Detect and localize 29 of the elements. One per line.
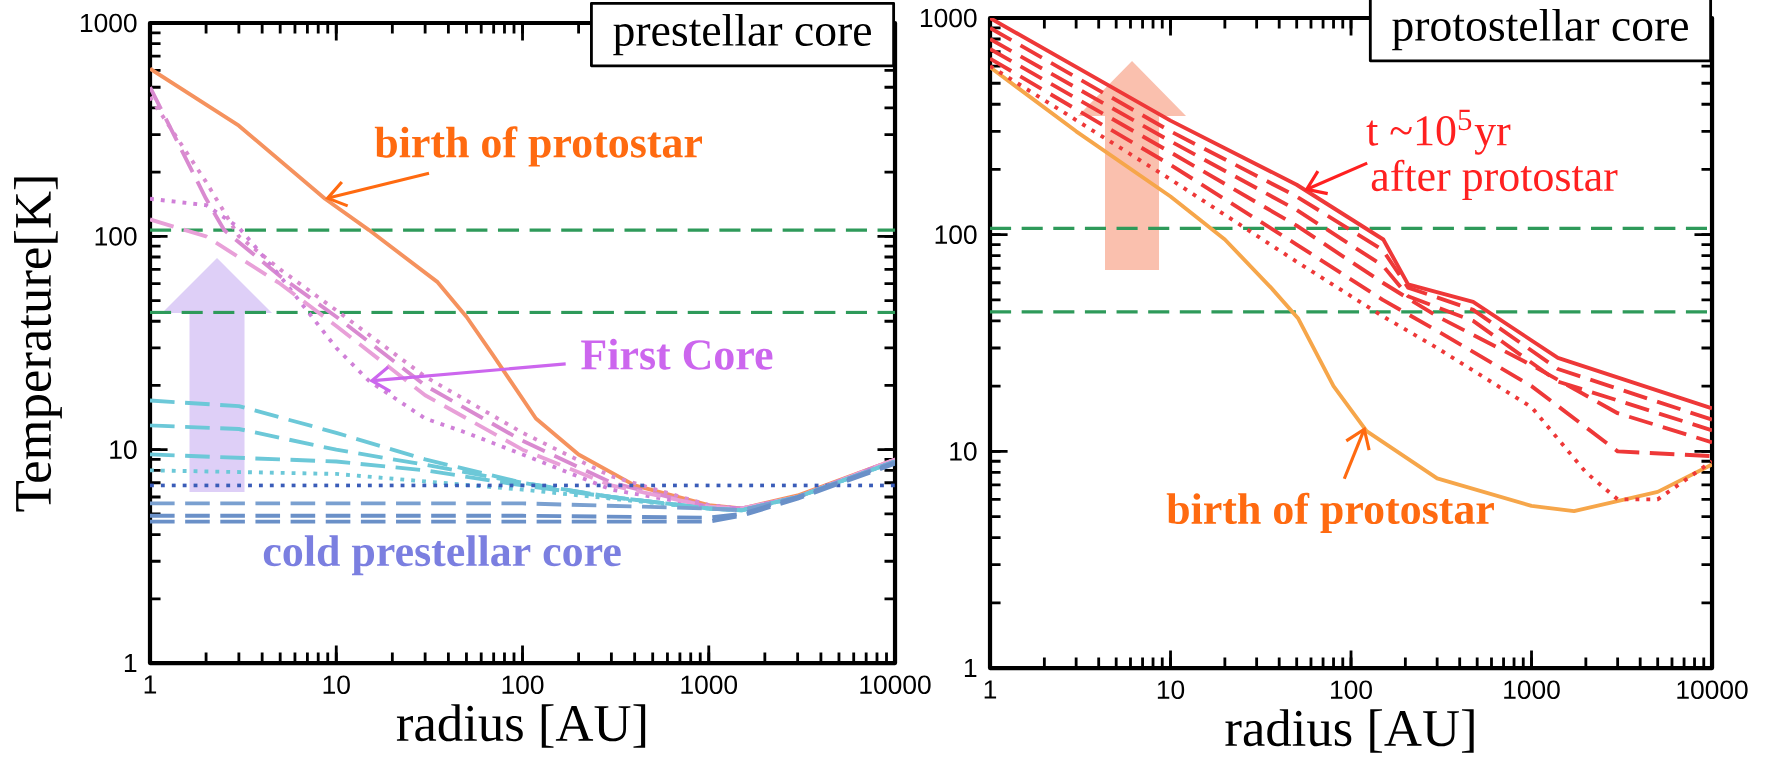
y-tick-label: 10 (110, 440, 137, 460)
annotation: birth of protostar (1166, 492, 1494, 534)
y-tick-label: 100 (935, 225, 977, 245)
x-tick-label: 1 (984, 680, 997, 699)
y-tick-label: 1000 (80, 13, 137, 33)
chart-title: protostellar core (1392, 8, 1688, 51)
annotation: First Core (581, 338, 773, 370)
x-tick-label: 10 (1157, 680, 1185, 700)
y-tick-label: 1000 (920, 8, 977, 28)
x-tick-label: 1 (144, 675, 157, 694)
y-axis-title: Temperature[K] (14, 177, 62, 512)
x-tick-label: 10000 (1677, 680, 1748, 700)
y-tick-label: 100 (95, 227, 137, 246)
y-tick-label: 1 (964, 658, 977, 678)
annotation: birth of protostar (374, 126, 702, 167)
chart-title: prestellar core (613, 13, 871, 56)
x-axis-title: radius [AU] (1225, 709, 1474, 753)
y-tick-label: 1 (124, 653, 137, 673)
x-tick-label: 1000 (681, 675, 738, 695)
annotation: cold prestellar core (263, 535, 621, 576)
x-tick-label: 100 (1331, 680, 1372, 700)
annotation: after protostar (1371, 159, 1618, 201)
x-tick-label: 10 (323, 675, 350, 695)
x-axis-title: radius [AU] (396, 704, 646, 748)
x-tick-label: 1000 (1504, 680, 1560, 700)
annotation: t ~10$^{5}$yr (1366, 109, 1511, 155)
x-tick-label: 100 (502, 675, 544, 695)
y-tick-label: 10 (950, 442, 977, 461)
x-tick-label: 10000 (860, 675, 931, 695)
